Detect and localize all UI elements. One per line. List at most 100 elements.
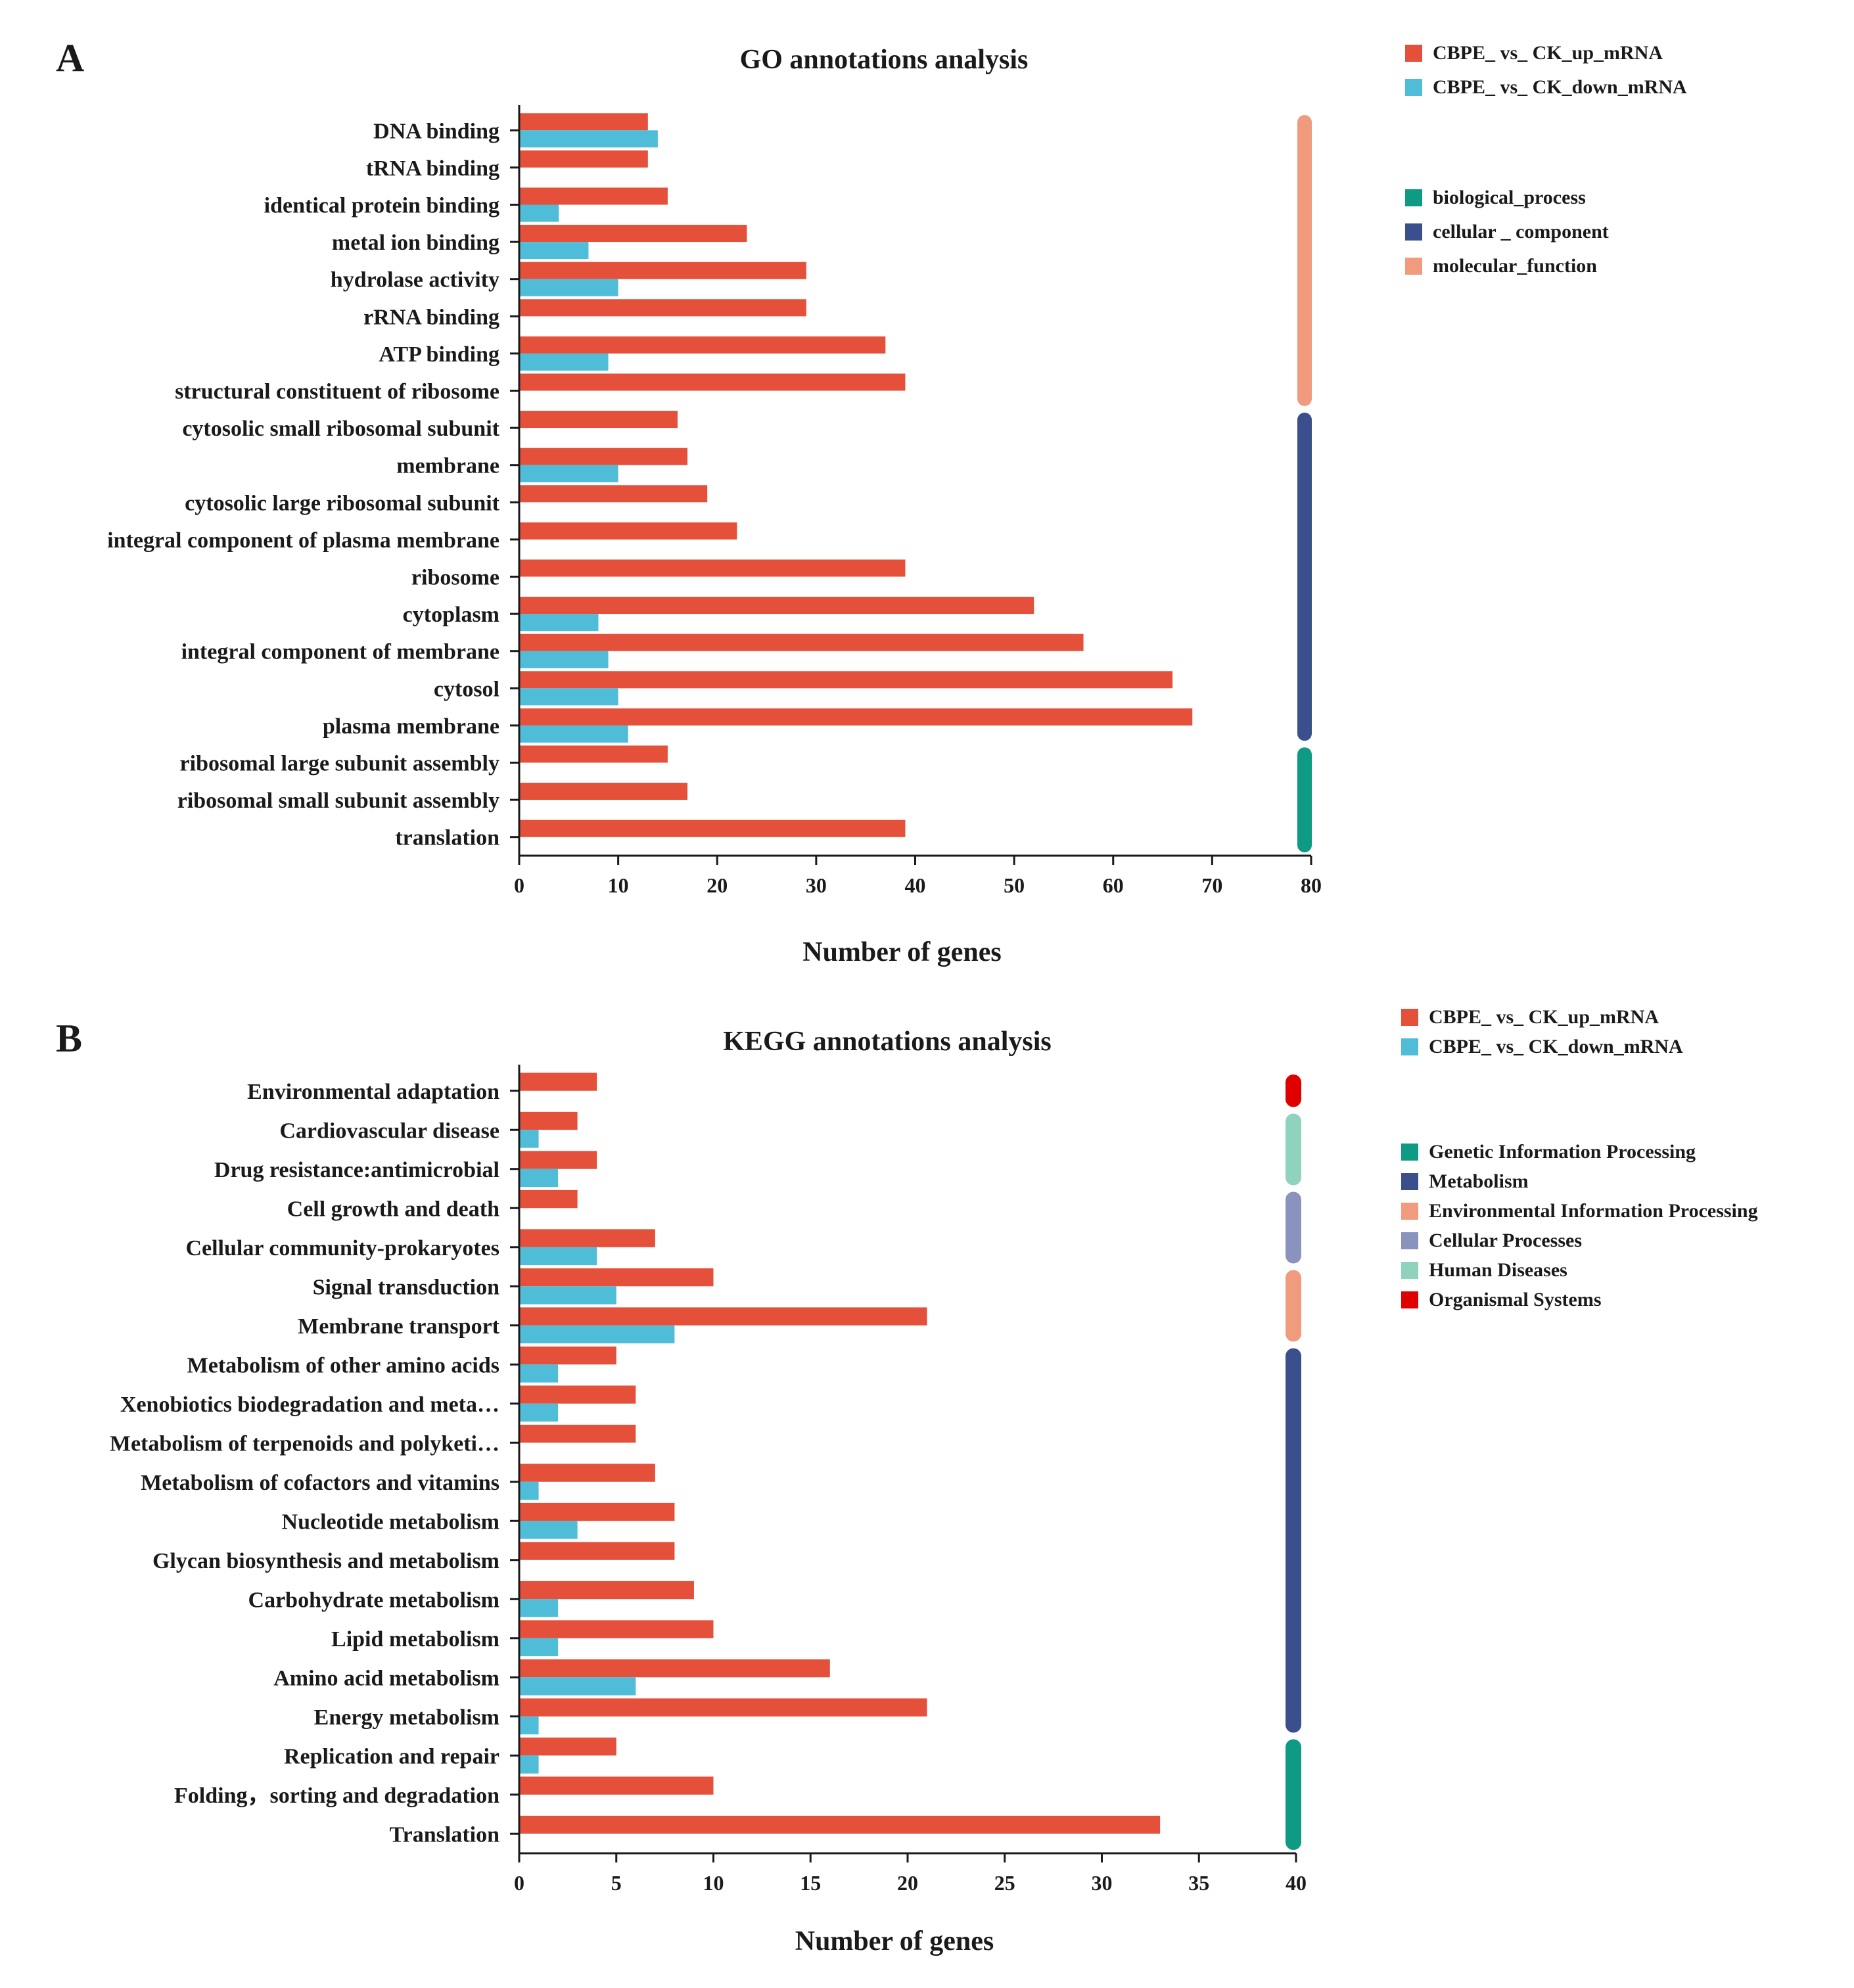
category-label-energy-metabolism: Energy metabolism <box>314 1705 499 1730</box>
bar-up-metal-ion-binding <box>519 225 747 243</box>
category-label-cell-growth-and-death: Cell growth and death <box>287 1197 499 1221</box>
chart-panel-a: A GO annotations analysis DNA binding tRNA … <box>56 36 1687 967</box>
bar-down-cytoplasm <box>519 614 599 632</box>
x-tick-label: 5 <box>611 1871 622 1895</box>
category-label-integral-component-of-membrane: integral component of membrane <box>181 640 499 664</box>
x-tick-label: 15 <box>800 1871 821 1895</box>
legend-swatch-cellular-processes <box>1401 1232 1418 1249</box>
category-label-ribosome: ribosome <box>411 566 499 590</box>
category-label-integral-component-of-plasma-membrane: integral component of plasma membrane <box>107 528 499 553</box>
bar-down-dna-binding <box>519 130 658 148</box>
category-label-folding-sorting-and-degradation: Folding，sorting and degradation <box>174 1784 499 1808</box>
bar-up-translation <box>519 1815 1161 1834</box>
x-tick-label: 70 <box>1201 873 1222 897</box>
bar-up-rrna-binding <box>519 299 806 317</box>
bar-down-signal-transduction <box>519 1286 616 1305</box>
bar-up-energy-metabolism <box>519 1698 927 1717</box>
x-tick-label: 40 <box>1286 1871 1307 1895</box>
bar-up-cytoplasm <box>519 597 1034 614</box>
category-label-ribosomal-small-subunit-assembly: ribosomal small subunit assembly <box>177 789 499 813</box>
x-tick-label: 80 <box>1301 873 1322 897</box>
bar-down-carbohydrate-metabolism <box>519 1599 559 1617</box>
bar-up-cytosolic-large-ribosomal-subunit <box>519 485 708 503</box>
group-bar-human-diseases <box>1286 1113 1301 1186</box>
x-tick-label: 25 <box>994 1871 1015 1895</box>
legend-label-down: CBPE_ vs_ CK_down_mRNA <box>1429 1036 1683 1057</box>
bar-up-carbohydrate-metabolism <box>519 1581 694 1600</box>
bar-up-translation <box>519 820 906 837</box>
legend-label-down: CBPE_ vs_ CK_down_mRNA <box>1433 76 1687 98</box>
group-bar-molecular-function <box>1297 115 1312 406</box>
group-bar-biological-process <box>1297 747 1312 852</box>
bar-up-lipid-metabolism <box>519 1620 714 1638</box>
category-label-plasma-membrane: plasma membrane <box>323 714 499 739</box>
bar-up-metabolism-of-terpenoids-and-polyketi <box>519 1424 636 1443</box>
category-label-lipid-metabolism: Lipid metabolism <box>331 1627 499 1652</box>
bar-up-membrane-transport <box>519 1307 927 1326</box>
legend-swatch-down <box>1401 1038 1418 1055</box>
bar-down-membrane-transport <box>519 1325 675 1344</box>
group-bar-cellular-component <box>1297 412 1312 741</box>
legend-label-up: CBPE_ vs_ CK_up_mRNA <box>1429 1006 1659 1028</box>
legend-label-metabolism: Metabolism <box>1429 1170 1529 1192</box>
category-label-cardiovascular-disease: Cardiovascular disease <box>279 1119 499 1143</box>
x-tick-label: 20 <box>897 1871 918 1895</box>
legend-swatch-down <box>1405 79 1422 96</box>
legend-label-cellular-processes: Cellular Processes <box>1429 1230 1582 1251</box>
x-tick-label: 30 <box>806 873 827 897</box>
panel-label: A <box>56 36 84 80</box>
bar-up-folding-sorting-and-degradation <box>519 1776 714 1795</box>
group-bar-organismal-systems <box>1286 1075 1301 1107</box>
bar-down-cellular-community-prokaryotes <box>519 1247 597 1266</box>
bar-down-identical-protein-binding <box>519 204 559 222</box>
group-bar-genetic-information-processing <box>1286 1739 1301 1850</box>
bar-up-amino-acid-metabolism <box>519 1659 830 1678</box>
category-label-metabolism-of-cofactors-and-vitamins: Metabolism of cofactors and vitamins <box>141 1471 499 1495</box>
bar-down-lipid-metabolism <box>519 1638 559 1657</box>
bar-up-integral-component-of-plasma-membrane <box>519 522 737 540</box>
bar-up-plasma-membrane <box>519 708 1193 726</box>
chart-title: GO annotations analysis <box>740 45 1029 75</box>
legend-swatch-up <box>1405 45 1422 62</box>
category-label-cellular-community-prokaryotes: Cellular community-prokaryotes <box>185 1236 499 1260</box>
category-label-structural-constituent-of-ribosome: structural constituent of ribosome <box>175 380 499 404</box>
bar-up-membrane <box>519 448 688 465</box>
bar-up-trna-binding <box>519 150 648 168</box>
x-tick-label: 0 <box>514 1871 524 1895</box>
category-label-cytoplasm: cytoplasm <box>403 603 499 627</box>
bar-up-ribosomal-large-subunit-assembly <box>519 745 668 763</box>
x-tick-label: 30 <box>1092 1871 1113 1895</box>
chart-panel-b: B KEGG annotations analysis Environmental … <box>56 1006 1758 1956</box>
bar-up-metabolism-of-cofactors-and-vitamins <box>519 1464 655 1482</box>
bar-up-atp-binding <box>519 336 886 354</box>
category-label-identical-protein-binding: identical protein binding <box>264 194 499 218</box>
bar-down-cytosol <box>519 688 618 706</box>
bar-up-cellular-community-prokaryotes <box>519 1229 655 1247</box>
x-tick-label: 40 <box>905 873 926 897</box>
legend-label-up: CBPE_ vs_ CK_up_mRNA <box>1433 42 1663 64</box>
category-label-translation: translation <box>395 826 499 850</box>
bar-up-cell-growth-and-death <box>519 1190 578 1209</box>
legend-swatch-cellular-component <box>1405 223 1422 241</box>
bar-up-cardiovascular-disease <box>519 1111 578 1130</box>
bar-up-ribosome <box>519 559 906 577</box>
chart-title: KEGG annotations analysis <box>723 1027 1051 1057</box>
x-axis-label: Number of genes <box>802 937 1002 967</box>
category-label-carbohydrate-metabolism: Carbohydrate metabolism <box>248 1588 499 1612</box>
bar-down-metabolism-of-other-amino-acids <box>519 1364 559 1383</box>
bar-down-energy-metabolism <box>519 1716 539 1735</box>
x-tick-label: 20 <box>707 873 728 897</box>
category-label-cytosolic-large-ribosomal-subunit: cytosolic large ribosomal subunit <box>185 491 500 515</box>
legend-swatch-metabolism <box>1401 1173 1418 1190</box>
category-label-membrane-transport: Membrane transport <box>298 1314 500 1339</box>
bar-up-integral-component-of-membrane <box>519 634 1084 651</box>
x-axis-label: Number of genes <box>795 1926 994 1956</box>
category-label-nucleotide-metabolism: Nucleotide metabolism <box>282 1510 499 1534</box>
x-tick-label: 60 <box>1103 873 1124 897</box>
bar-up-ribosomal-small-subunit-assembly <box>519 783 688 800</box>
bar-up-drug-resistance-antimicrobial <box>519 1151 597 1169</box>
legend-label-genetic-information-processing: Genetic Information Processing <box>1429 1141 1696 1163</box>
x-tick-label: 35 <box>1188 1871 1209 1895</box>
bar-up-cytosol <box>519 671 1173 689</box>
